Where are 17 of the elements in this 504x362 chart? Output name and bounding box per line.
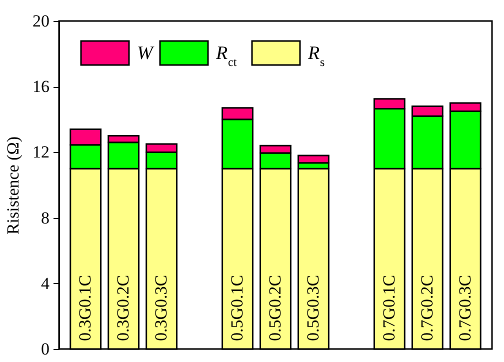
y-tick-label: 20	[32, 12, 50, 30]
y-tick-label: 8	[41, 208, 50, 228]
x-tick-label: 0.5G0.1C	[228, 274, 247, 341]
x-tick-label: 0.5G0.2C	[266, 274, 284, 341]
y-tick-label: 16	[32, 77, 50, 96]
x-tick-label: 0.5G0.3C	[303, 274, 322, 341]
legend-label: W	[137, 43, 155, 64]
x-tick-label: 0.3G0.3C	[152, 274, 171, 341]
y-axis-title: Risistence (Ω)	[4, 136, 22, 235]
y-tick-label: 4	[41, 274, 50, 293]
x-tick-label: 0.7G0.1C	[379, 274, 398, 341]
x-tick-label: 0.7G0.3C	[455, 274, 474, 341]
x-tick-label: 0.3G0.1C	[76, 274, 95, 341]
x-tick-label: 0.7G0.2C	[417, 274, 436, 341]
y-tick-label: 0	[41, 340, 50, 358]
x-tick-label: 0.3G0.2C	[114, 274, 133, 341]
y-tick-label: 12	[32, 142, 50, 162]
